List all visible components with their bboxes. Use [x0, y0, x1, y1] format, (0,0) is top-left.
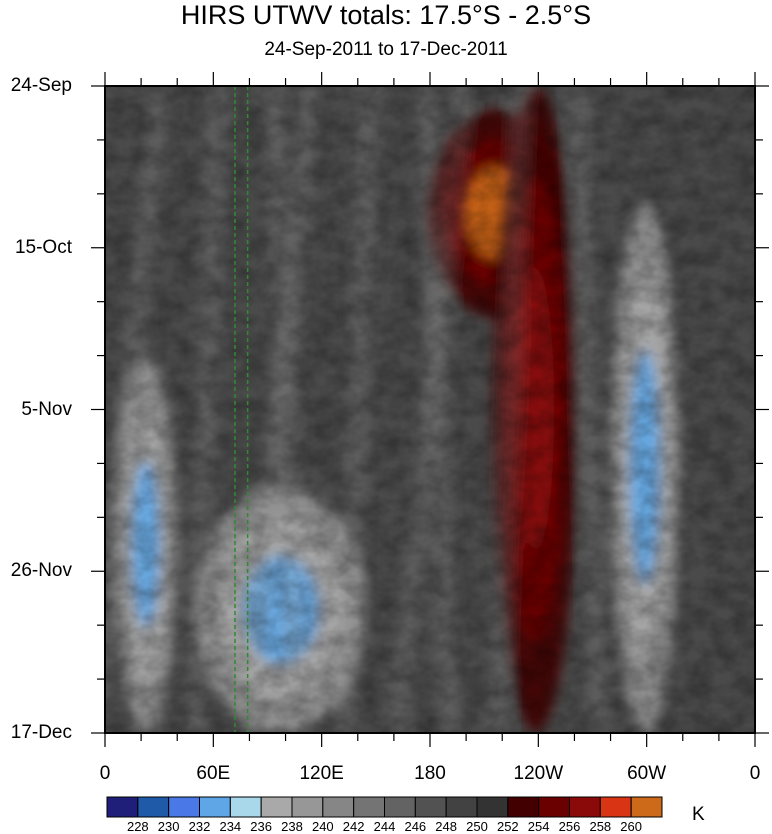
axis-ticks [91, 72, 769, 747]
colorbar-level-label: 238 [281, 819, 303, 834]
colorbar-swatch [538, 796, 571, 818]
colorbar-swatch [599, 796, 632, 818]
x-tick-label: 120W [513, 763, 564, 784]
colorbar-level-label: 230 [157, 819, 180, 834]
colorbar-level-label: 228 [126, 819, 149, 834]
colorbar-level-label: 240 [311, 819, 334, 834]
colorbar-swatch [199, 796, 231, 818]
x-tick-label: 60W [627, 763, 667, 784]
colorbar-level-label: 258 [589, 819, 612, 834]
colorbar-swatch [106, 796, 139, 818]
colorbar-swatch [384, 796, 416, 818]
colorbar-swatch [229, 796, 262, 818]
x-tick-label: 180 [414, 763, 446, 784]
colorbar [106, 796, 663, 818]
colorbar-swatch [445, 796, 478, 818]
reference-lines [234, 86, 249, 733]
colorbar-swatch [414, 796, 447, 818]
colorbar-swatch [569, 796, 601, 818]
colorbar-level-label: 252 [496, 819, 519, 834]
colorbar-swatch [260, 796, 293, 818]
colorbar-swatch [322, 796, 355, 818]
colorbar-swatch [353, 796, 385, 818]
chart-subtitle: 24-Sep-2011 to 17-Dec-2011 [264, 39, 508, 60]
y-tick-label: 15-Oct [14, 236, 72, 258]
colorbar-level-label: 246 [404, 819, 427, 834]
colorbar-level-label: 236 [250, 819, 273, 834]
colorbar-level-label: 232 [188, 819, 211, 834]
x-tick-label: 120E [299, 763, 344, 784]
colorbar-swatch [507, 796, 540, 818]
chart-title: HIRS UTWV totals: 17.5°S - 2.5°S [180, 0, 592, 30]
colorbar-level-label: 260 [620, 819, 643, 834]
y-tick-label: 5-Nov [21, 398, 72, 420]
colorbar-swatch [137, 796, 170, 818]
colorbar-level-label: 234 [219, 819, 242, 834]
colorbar-level-label: 250 [466, 819, 488, 834]
x-tick-label: 60E [196, 763, 231, 784]
colorbar-units: K [692, 804, 705, 825]
colorbar-level-label: 242 [342, 819, 365, 834]
colorbar-level-label: 256 [558, 819, 581, 834]
colorbar-swatch [168, 796, 201, 818]
field-texture [105, 86, 755, 733]
colorbar-level-label: 254 [527, 819, 550, 834]
y-tick-label: 17-Dec [10, 722, 72, 743]
colorbar-level-label: 248 [435, 819, 458, 834]
colorbar-level-label: 244 [373, 819, 396, 834]
x-tick-label: 0 [99, 763, 111, 784]
colorbar-swatch [630, 796, 663, 818]
y-tick-label: 24-Sep [10, 75, 72, 96]
colorbar-swatch [291, 796, 324, 818]
x-tick-label: 0 [749, 763, 761, 784]
y-tick-label: 26-Nov [10, 560, 72, 582]
colorbar-swatch [476, 796, 509, 818]
